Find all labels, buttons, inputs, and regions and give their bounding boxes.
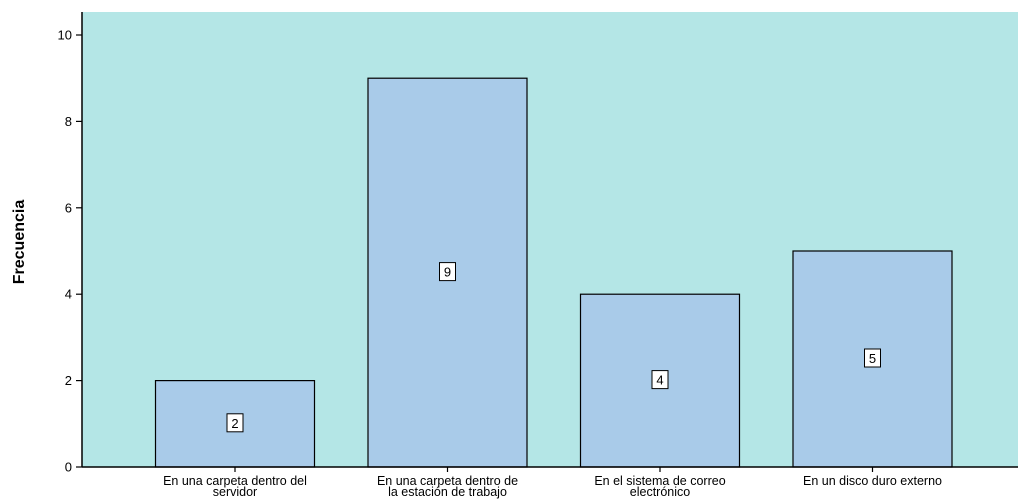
y-tick-label: 10 <box>58 28 72 43</box>
y-tick-label: 4 <box>65 287 72 302</box>
data-label: 2 <box>231 416 238 431</box>
data-label-box <box>226 413 244 433</box>
y-tick-label: 6 <box>65 200 72 215</box>
y-axis: 0 2 4 6 8 10 <box>58 12 83 475</box>
data-label-box <box>439 262 456 282</box>
y-tick-label: 8 <box>65 114 72 129</box>
data-label-box <box>651 370 669 390</box>
data-label: 4 <box>656 373 663 388</box>
x-tick-label: En un disco duro externo <box>803 474 942 488</box>
data-label: 9 <box>444 265 451 280</box>
bars-group: 2 9 4 5 <box>154 77 953 468</box>
x-tick-label: En una carpeta dentro de la estación de t… <box>377 474 518 499</box>
x-axis: En una carpeta dentro del servidor En una … <box>82 466 1018 499</box>
y-tick-label: 0 <box>65 460 72 475</box>
x-tick-label: En el sistema de correo electrónico <box>594 474 725 499</box>
data-label: 5 <box>869 351 876 366</box>
y-tick-label: 2 <box>65 373 72 388</box>
data-label-box <box>864 348 881 368</box>
x-tick-label: En una carpeta dentro del servidor <box>163 474 307 499</box>
y-axis-label: Frecuencia <box>11 200 28 285</box>
